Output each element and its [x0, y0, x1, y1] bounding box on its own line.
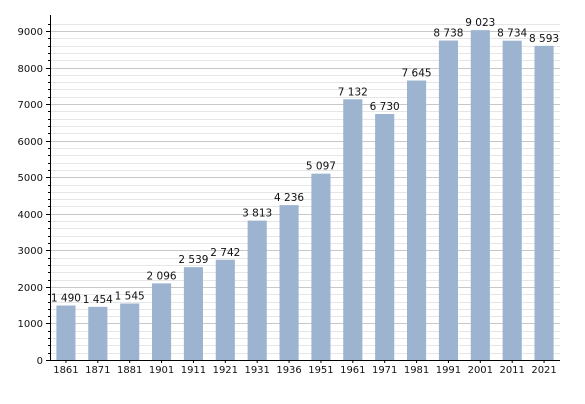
y-tick-label-5000: 5000 — [18, 173, 43, 184]
bar-1861 — [56, 305, 76, 360]
x-tick-label-1931: 1931 — [244, 365, 269, 376]
y-tick-label-7000: 7000 — [18, 100, 43, 111]
bar-1981 — [407, 80, 427, 361]
data-label-1936: 4 236 — [274, 192, 304, 204]
bar-1951 — [311, 173, 331, 360]
y-tick-label-2000: 2000 — [18, 283, 43, 294]
x-tick-label-1971: 1971 — [372, 365, 397, 376]
data-label-1901: 2 096 — [147, 270, 177, 282]
x-tick-label-1921: 1921 — [213, 365, 238, 376]
data-label-2011: 8 734 — [497, 28, 527, 40]
axes — [46, 15, 560, 363]
x-tick-label-1861: 1861 — [53, 365, 78, 376]
data-label-1931: 3 813 — [242, 208, 272, 220]
bar-1911 — [183, 267, 203, 360]
data-label-1951: 5 097 — [306, 161, 336, 173]
x-tick-label-2021: 2021 — [531, 365, 556, 376]
x-tick-label-1911: 1911 — [181, 365, 206, 376]
data-label-1971: 6 730 — [370, 101, 400, 113]
data-label-1911: 2 539 — [178, 254, 208, 266]
y-tick-label-3000: 3000 — [18, 246, 43, 257]
bar-2011 — [502, 40, 522, 360]
bar-1971 — [375, 113, 395, 360]
bar-2021 — [534, 45, 554, 360]
data-label-1881: 1 545 — [115, 291, 145, 303]
y-tick-label-6000: 6000 — [18, 137, 43, 148]
x-tick-label-1951: 1951 — [308, 365, 333, 376]
x-tick-label-1881: 1881 — [117, 365, 142, 376]
x-tick-label-1961: 1961 — [340, 365, 365, 376]
bar-1961 — [343, 99, 363, 360]
bar-1921 — [215, 259, 235, 360]
y-tick-label-1000: 1000 — [18, 319, 43, 330]
bar-1936 — [279, 205, 299, 360]
x-tick-label-2001: 2001 — [468, 365, 493, 376]
bars — [56, 30, 554, 361]
x-tick-label-1871: 1871 — [85, 365, 110, 376]
bar-1901 — [152, 283, 172, 360]
data-label-1921: 2 742 — [210, 247, 240, 259]
data-label-2001: 9 023 — [465, 17, 495, 29]
x-tick-label-2011: 2011 — [499, 365, 524, 376]
y-tick-labels: 0 1000 2000 3000 4000 5000 6000 7000 8000 9000 — [18, 27, 43, 367]
y-tick-label-0: 0 — [37, 356, 43, 367]
data-label-1861: 1 490 — [51, 293, 81, 305]
data-label-1991: 8 738 — [433, 28, 463, 40]
bar-1871 — [88, 306, 108, 360]
data-label-1981: 7 645 — [402, 68, 432, 80]
bar-2001 — [470, 30, 490, 360]
data-label-1961: 7 132 — [338, 86, 368, 98]
x-tick-label-1901: 1901 — [149, 365, 174, 376]
data-label-1871: 1 454 — [83, 294, 113, 306]
bar-1991 — [438, 40, 458, 361]
x-tick-labels: 1861 1871 1881 1901 1911 1921 1931 1936 1951 1961… — [53, 365, 557, 376]
x-tick-label-1981: 1981 — [404, 365, 429, 376]
x-tick-label-1991: 1991 — [436, 365, 461, 376]
y-tick-label-4000: 4000 — [18, 210, 43, 221]
y-tick-label-9000: 9000 — [18, 27, 43, 38]
bar-1881 — [120, 303, 140, 360]
bar-1931 — [247, 220, 267, 360]
y-tick-label-8000: 8000 — [18, 64, 43, 75]
x-tick-label-1936: 1936 — [276, 365, 301, 376]
data-label-2021: 8 593 — [529, 33, 559, 45]
